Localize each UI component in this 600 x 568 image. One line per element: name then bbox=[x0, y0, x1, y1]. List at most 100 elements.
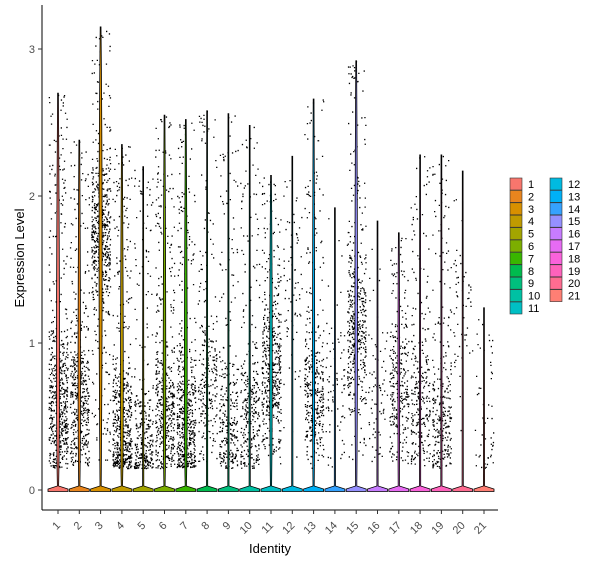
legend-label-15: 15 bbox=[568, 216, 580, 228]
legend-label-2: 2 bbox=[528, 191, 534, 203]
legend-label-13: 13 bbox=[568, 191, 580, 203]
points-7 bbox=[176, 122, 197, 469]
legend-key-4 bbox=[509, 214, 523, 228]
legend-label-20: 20 bbox=[568, 278, 580, 290]
x-tick-label: 11 bbox=[260, 520, 277, 537]
legend-key-3 bbox=[509, 202, 523, 216]
legend-label-3: 3 bbox=[528, 204, 534, 216]
x-tick-label: 10 bbox=[238, 520, 255, 537]
x-tick-label: 12 bbox=[280, 520, 297, 537]
violin-14 bbox=[324, 207, 346, 492]
legend-label-21: 21 bbox=[568, 291, 580, 303]
legend-label-17: 17 bbox=[568, 241, 580, 253]
violin-13 bbox=[303, 98, 324, 492]
x-tick-label: 7 bbox=[178, 520, 191, 533]
x-tick-label: 16 bbox=[365, 520, 382, 537]
violin-2 bbox=[68, 139, 90, 492]
legend-key-7 bbox=[509, 252, 523, 265]
legend-label-9: 9 bbox=[528, 278, 534, 290]
violin-1 bbox=[47, 92, 69, 492]
violin-9 bbox=[218, 113, 239, 492]
violin-10 bbox=[239, 125, 261, 492]
legend-label-7: 7 bbox=[528, 253, 534, 265]
points-4 bbox=[112, 146, 133, 470]
legend-key-14 bbox=[549, 202, 563, 216]
legend-key-16 bbox=[549, 227, 563, 240]
legend-key-13 bbox=[549, 190, 563, 203]
x-tick-label: 4 bbox=[114, 520, 127, 533]
legend-key-12 bbox=[549, 177, 563, 191]
legend-label-19: 19 bbox=[568, 266, 580, 278]
points-2 bbox=[69, 141, 91, 467]
violin-3 bbox=[90, 26, 111, 492]
legend-key-11 bbox=[509, 301, 523, 315]
violin-21 bbox=[473, 307, 495, 492]
points-1 bbox=[48, 94, 69, 469]
x-tick-label: 17 bbox=[387, 520, 404, 537]
violin-5 bbox=[132, 166, 154, 492]
points-11 bbox=[261, 177, 282, 465]
legend-label-6: 6 bbox=[528, 241, 534, 253]
points-10 bbox=[240, 126, 261, 469]
violin-15 bbox=[345, 60, 367, 492]
legend-label-12: 12 bbox=[568, 179, 580, 191]
points-18 bbox=[410, 156, 431, 467]
x-tick-label: 8 bbox=[199, 520, 212, 533]
violin-4 bbox=[111, 144, 133, 492]
x-tick-label: 18 bbox=[408, 520, 425, 537]
legend-label-1: 1 bbox=[528, 179, 534, 191]
legend-label-18: 18 bbox=[568, 253, 580, 265]
points-8 bbox=[197, 111, 218, 463]
violin-6 bbox=[154, 114, 175, 492]
violin-12 bbox=[281, 155, 303, 492]
x-tick-label: 2 bbox=[72, 520, 85, 533]
legend-label-10: 10 bbox=[528, 291, 540, 303]
violin-16 bbox=[367, 220, 388, 492]
violin-18 bbox=[409, 154, 431, 492]
legend-label-5: 5 bbox=[528, 229, 534, 241]
legend-key-6 bbox=[509, 239, 523, 253]
x-tick-label: 6 bbox=[157, 520, 170, 533]
x-tick-label: 13 bbox=[302, 520, 319, 537]
legend-label-4: 4 bbox=[528, 216, 534, 228]
violin-8 bbox=[196, 110, 218, 492]
x-tick-label: 21 bbox=[472, 520, 489, 537]
violin-17 bbox=[388, 232, 410, 492]
legend-key-17 bbox=[549, 239, 563, 253]
legend-key-15 bbox=[549, 214, 563, 228]
x-tick-label: 5 bbox=[136, 520, 149, 533]
legend-label-16: 16 bbox=[568, 229, 580, 241]
y-axis-ticks: 0 1 2 3 bbox=[29, 44, 42, 497]
y-axis-title: Expression Level bbox=[12, 208, 27, 307]
y-tick-label: 1 bbox=[29, 338, 35, 350]
x-tick-label: 3 bbox=[93, 520, 106, 533]
legend-label-14: 14 bbox=[568, 204, 580, 216]
points-9 bbox=[218, 115, 240, 470]
legend-key-18 bbox=[549, 252, 563, 265]
legend-key-1 bbox=[509, 177, 523, 191]
legend-label-8: 8 bbox=[528, 266, 534, 278]
legend-key-5 bbox=[509, 227, 523, 240]
legend-key-21 bbox=[549, 289, 563, 302]
violin-20 bbox=[452, 170, 474, 492]
legend-key-9 bbox=[509, 276, 523, 290]
violin-19 bbox=[431, 154, 452, 492]
x-tick-label: 1 bbox=[50, 520, 63, 533]
x-axis-ticks: 1 2 3 4 5 6 7 8 9 10 11 12 13 14 15 16 17 18 19 20 21 bbox=[50, 510, 489, 537]
points-17 bbox=[389, 237, 410, 465]
legend-key-20 bbox=[549, 276, 563, 290]
x-tick-label: 20 bbox=[451, 520, 468, 537]
legend-key-19 bbox=[549, 264, 563, 278]
legend-key-10 bbox=[509, 289, 523, 302]
points-21 bbox=[474, 319, 495, 469]
x-tick-label: 9 bbox=[221, 520, 234, 533]
x-tick-label: 19 bbox=[429, 520, 446, 537]
legend-label-11: 11 bbox=[528, 303, 539, 315]
violin-11 bbox=[260, 175, 282, 492]
legend-key-2 bbox=[509, 190, 523, 203]
y-tick-label: 3 bbox=[29, 44, 35, 56]
points-13 bbox=[304, 99, 325, 469]
x-tick-label: 15 bbox=[344, 520, 361, 537]
